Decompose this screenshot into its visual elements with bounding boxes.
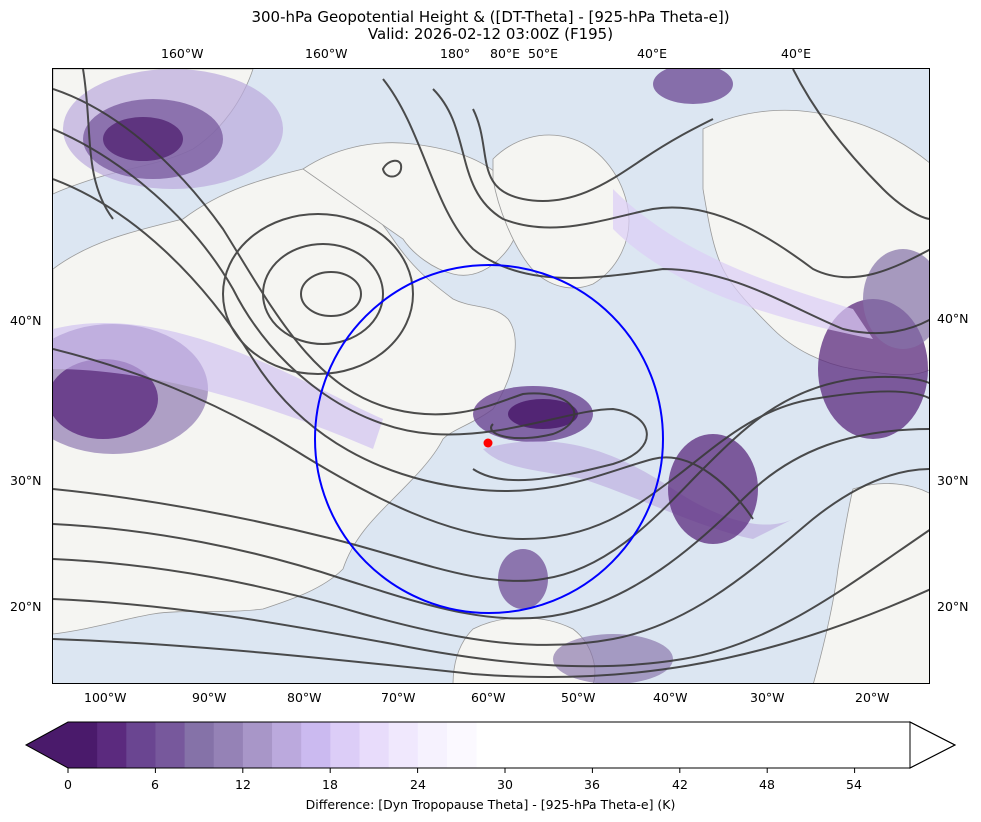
colorbar-cell bbox=[155, 722, 186, 768]
map-canvas bbox=[53, 69, 929, 683]
top-tick: 160°W bbox=[161, 46, 204, 61]
colorbar-cell bbox=[330, 722, 360, 768]
colorbar-cell bbox=[272, 722, 302, 768]
right-tick: 30°N bbox=[937, 473, 969, 488]
figure-title-line1: 300-hPa Geopotential Height & ([DT-Theta… bbox=[251, 8, 730, 26]
colorbar-tick-label: 30 bbox=[497, 777, 513, 792]
center-marker[interactable] bbox=[483, 438, 493, 448]
colorbar-tick-label: 0 bbox=[64, 777, 72, 792]
bottom-tick: 30°W bbox=[750, 690, 785, 705]
difference-shading bbox=[53, 69, 929, 683]
top-tick: 160°W bbox=[305, 46, 348, 61]
colorbar-cell bbox=[388, 722, 419, 768]
colorbar-tick-label: 48 bbox=[759, 777, 775, 792]
colorbar-tick-label: 18 bbox=[322, 777, 338, 792]
colorbar-tick-label: 6 bbox=[151, 777, 159, 792]
bottom-tick: 80°W bbox=[287, 690, 322, 705]
colorbar-cell bbox=[213, 722, 244, 768]
bottom-tick: 60°W bbox=[471, 690, 506, 705]
greenland-landmass bbox=[492, 134, 630, 289]
left-tick: 40°N bbox=[10, 313, 42, 328]
colorbar-cell bbox=[126, 722, 156, 768]
top-tick: 40°E bbox=[781, 46, 812, 61]
africa-landmass bbox=[813, 483, 929, 683]
colorbar-tick-label: 42 bbox=[672, 777, 688, 792]
map-panel[interactable] bbox=[52, 68, 930, 684]
height-contours bbox=[53, 69, 929, 679]
figure-title-line2: Valid: 2026-02-12 03:00Z (F195) bbox=[367, 25, 614, 43]
bottom-tick: 50°W bbox=[561, 690, 596, 705]
tracking-circle bbox=[314, 264, 664, 614]
colorbar-extend-left bbox=[26, 722, 68, 768]
colorbar-cell bbox=[184, 722, 215, 768]
colorbar-tick-label: 24 bbox=[410, 777, 426, 792]
colorbar-cell bbox=[446, 722, 477, 768]
top-tick: 50°E bbox=[528, 46, 559, 61]
bottom-tick: 40°W bbox=[653, 690, 688, 705]
colorbar-cell bbox=[68, 722, 98, 768]
bottom-tick: 90°W bbox=[192, 690, 227, 705]
top-tick: 40°E bbox=[637, 46, 668, 61]
left-tick: 20°N bbox=[10, 599, 42, 614]
colorbar-tick-label: 36 bbox=[584, 777, 600, 792]
right-tick: 40°N bbox=[937, 311, 969, 326]
colorbar-cell bbox=[242, 722, 273, 768]
colorbar-cell bbox=[359, 722, 390, 768]
bottom-tick: 100°W bbox=[84, 690, 127, 705]
colorbar-cell bbox=[301, 722, 331, 768]
colorbar-tick-label: 54 bbox=[846, 777, 862, 792]
colorbar-title: Difference: [Dyn Tropopause Theta] - [92… bbox=[305, 797, 676, 812]
bottom-tick: 20°W bbox=[855, 690, 890, 705]
right-tick: 20°N bbox=[937, 599, 969, 614]
colorbar-ticks bbox=[67, 768, 856, 773]
bottom-tick: 70°W bbox=[381, 690, 416, 705]
colorbar bbox=[24, 721, 957, 773]
left-tick: 30°N bbox=[10, 473, 42, 488]
top-tick: 180° bbox=[440, 46, 471, 61]
colorbar-cell bbox=[97, 722, 127, 768]
colorbar-cell bbox=[417, 722, 448, 768]
colorbar-extend-right bbox=[909, 721, 957, 769]
colorbar-cells bbox=[68, 722, 477, 768]
top-tick: 80°E bbox=[490, 46, 521, 61]
colorbar-tick-label: 12 bbox=[235, 777, 251, 792]
